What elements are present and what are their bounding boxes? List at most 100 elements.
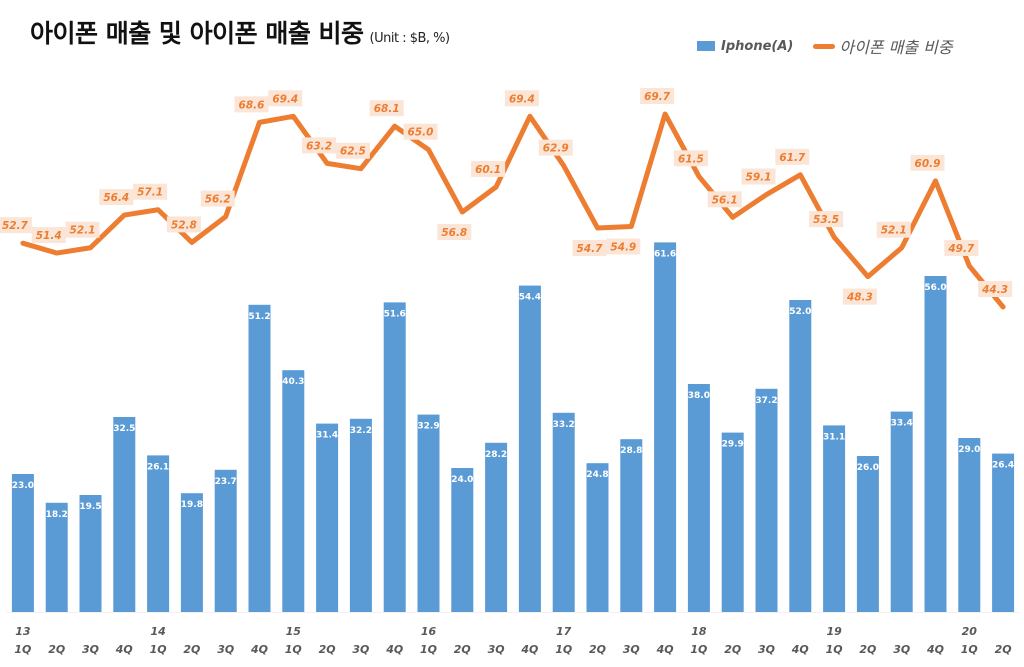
line-label-box xyxy=(572,239,607,256)
x-tick-label: 1Q xyxy=(961,643,978,656)
bar xyxy=(924,276,947,612)
line-label-box xyxy=(0,217,32,234)
x-tick-label: 1Q xyxy=(420,643,437,656)
line-label-box xyxy=(268,90,303,107)
bar xyxy=(180,493,203,612)
bar-value-label: 29.9 xyxy=(722,440,744,450)
x-tick-label: 3Q xyxy=(352,643,369,656)
x-tick-label: 1Q xyxy=(14,643,31,656)
bar xyxy=(958,438,981,612)
bar xyxy=(282,370,305,612)
x-tick-label: 1Q xyxy=(555,643,572,656)
bar-value-label: 56.0 xyxy=(924,283,946,293)
x-year-label: 13 xyxy=(15,625,31,638)
line-value-label: 57.1 xyxy=(137,187,163,199)
line-value-label: 68.6 xyxy=(239,99,265,111)
x-tick-label: 2Q xyxy=(48,643,65,656)
line-value-label: 44.3 xyxy=(981,284,1008,296)
bar-value-label: 28.2 xyxy=(485,450,507,460)
line-label-box xyxy=(842,288,877,305)
bar xyxy=(992,453,1015,612)
line-label-box xyxy=(775,148,810,165)
line-label-box xyxy=(673,150,708,167)
bar-value-label: 24.0 xyxy=(451,475,473,485)
line-value-label: 68.1 xyxy=(374,103,400,115)
bar-value-label: 40.3 xyxy=(282,377,304,387)
line-value-label: 62.9 xyxy=(543,143,569,155)
x-year-label: 19 xyxy=(826,625,842,638)
line-label-box xyxy=(707,191,742,208)
bar-value-label: 26.1 xyxy=(147,462,169,472)
line-value-label: 69.7 xyxy=(644,91,671,103)
line-value-label: 60.1 xyxy=(475,164,501,176)
line-label-box xyxy=(99,189,134,206)
line-label-box xyxy=(437,224,472,241)
line-label-box xyxy=(133,183,168,200)
x-year-label: 20 xyxy=(962,625,978,638)
bar xyxy=(45,502,68,612)
line-label-box xyxy=(31,227,66,244)
bar-value-label: 19.8 xyxy=(181,500,203,510)
bar-value-label: 61.6 xyxy=(654,249,676,259)
line-label-box xyxy=(504,90,539,107)
line-label-box xyxy=(403,123,438,140)
line-label-box xyxy=(234,96,269,113)
line-label-box xyxy=(65,221,100,238)
line-label-box xyxy=(471,160,506,177)
legend: Iphone(A) 아이폰 매출 비중 xyxy=(697,34,953,58)
line-value-label: 62.5 xyxy=(340,146,366,158)
x-tick-label: 4Q xyxy=(520,643,538,656)
bar-value-label: 18.2 xyxy=(46,510,68,520)
bar xyxy=(856,456,879,612)
line-label-box xyxy=(876,221,911,238)
legend-bar-swatch xyxy=(697,41,715,51)
line-value-label: 61.7 xyxy=(779,152,806,164)
bar-value-label: 28.8 xyxy=(620,446,642,456)
bar-value-label: 32.2 xyxy=(350,426,372,436)
x-year-label: 18 xyxy=(691,625,707,638)
x-tick-label: 3Q xyxy=(217,643,234,656)
bar-value-label: 32.9 xyxy=(417,422,439,432)
line-value-label: 51.4 xyxy=(36,230,62,242)
bar xyxy=(721,432,744,612)
bar xyxy=(383,302,406,612)
line-value-label: 54.9 xyxy=(610,241,636,253)
x-tick-label: 1Q xyxy=(826,643,843,656)
line-value-label: 69.4 xyxy=(272,93,298,105)
x-tick-label: 2Q xyxy=(589,643,606,656)
bar-value-label: 31.1 xyxy=(823,432,845,442)
x-tick-label: 4Q xyxy=(115,643,133,656)
line-label-box xyxy=(944,239,979,256)
bar xyxy=(451,468,474,612)
x-tick-label: 4Q xyxy=(250,643,268,656)
bar xyxy=(214,469,237,612)
legend-label-share: 아이폰 매출 비중 xyxy=(839,38,953,57)
line-label-box xyxy=(809,211,844,228)
x-tick-label: 4Q xyxy=(791,643,809,656)
bar-value-label: 26.4 xyxy=(992,461,1014,471)
x-tick-label: 2Q xyxy=(454,643,471,656)
bar-value-label: 32.5 xyxy=(113,424,135,434)
bar xyxy=(518,285,541,612)
bar-value-label: 38.0 xyxy=(688,391,710,401)
bar xyxy=(316,423,339,612)
bar xyxy=(620,439,643,612)
x-tick-label: 2Q xyxy=(183,643,200,656)
bar-value-label: 54.4 xyxy=(519,293,541,303)
bar xyxy=(823,425,846,612)
line-value-label: 48.3 xyxy=(846,292,873,304)
line-value-label: 61.5 xyxy=(678,153,704,165)
chart-title: 아이폰 매출 및 아이폰 매출 비중 (Unit : $B, %) xyxy=(30,14,450,50)
bar xyxy=(248,304,271,612)
line-label-box xyxy=(200,190,235,207)
x-tick-label: 3Q xyxy=(82,643,99,656)
x-tick-label: 3Q xyxy=(623,643,640,656)
line-value-label: 56.8 xyxy=(441,227,467,239)
bar xyxy=(755,388,778,612)
x-tick-label: 2Q xyxy=(319,643,336,656)
x-tick-label: 4Q xyxy=(385,643,403,656)
bar xyxy=(113,417,136,612)
chart-unit: (Unit : $B, %) xyxy=(369,31,451,46)
line-label-box xyxy=(741,168,776,185)
bar xyxy=(586,463,609,612)
